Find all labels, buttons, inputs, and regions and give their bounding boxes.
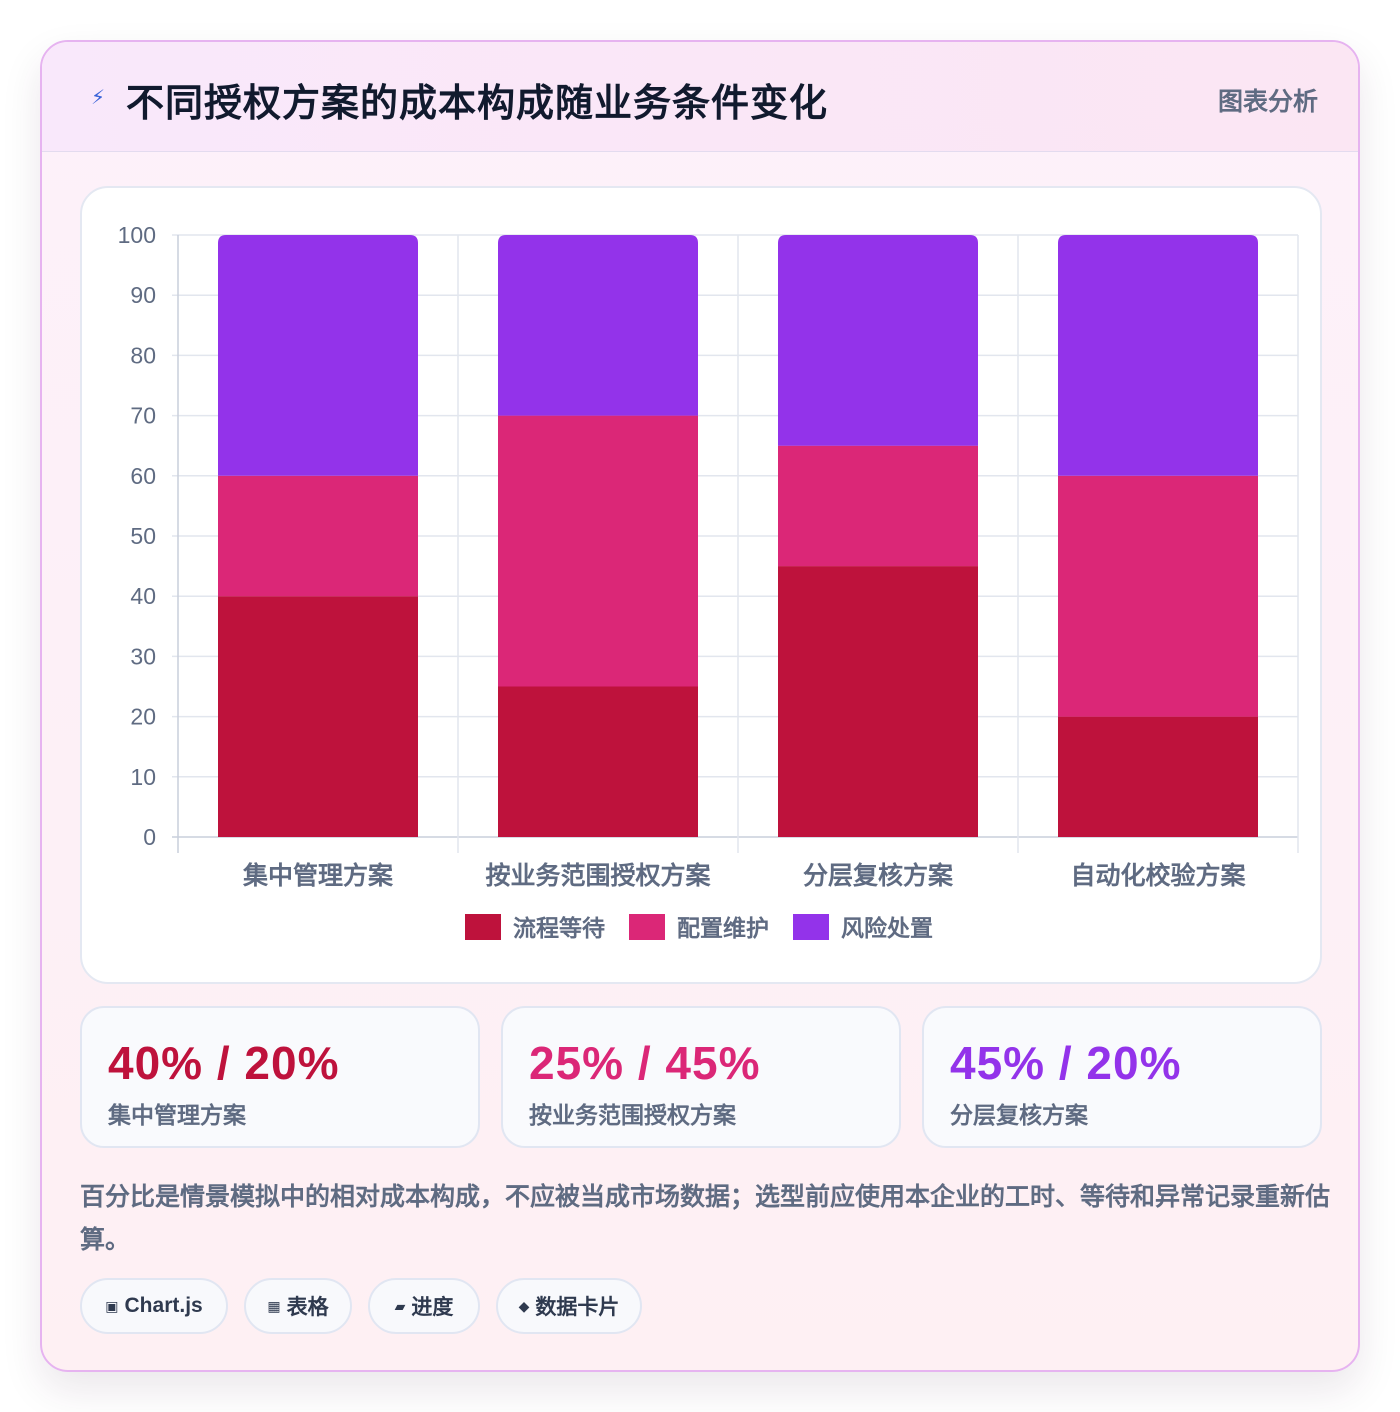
- stat-value: 45% / 20%: [950, 1037, 1182, 1089]
- y-tick-label: 0: [143, 824, 156, 850]
- y-tick-label: 70: [130, 403, 156, 429]
- y-tick-label: 80: [130, 342, 156, 368]
- x-tick-label: 分层复核方案: [803, 861, 954, 890]
- stat-label: 分层复核方案: [950, 1102, 1088, 1128]
- stat-card-layered-review: 45% / 20% 分层复核方案: [922, 1006, 1322, 1148]
- chip-label: Chart.js: [124, 1294, 203, 1317]
- stacked-bar-chart: 0 10 20 30 40 50 60 70 80 90 100 集中管理方案 按业务范围授权方案 分层复…: [118, 222, 1299, 941]
- stat-value: 25% / 45%: [529, 1037, 761, 1089]
- legend-label: 配置维护: [677, 915, 769, 941]
- chip-label: 进度: [411, 1296, 454, 1319]
- progress-icon: ▰: [394, 1297, 406, 1314]
- bar-segment: [498, 235, 698, 416]
- bar-segment: [218, 475, 418, 597]
- y-tick-label: 90: [130, 282, 156, 308]
- legend-swatch: [465, 914, 501, 940]
- stats-row: 40% / 20% 集中管理方案 25% / 45% 按业务范围授权方案 45%…: [80, 1006, 1322, 1148]
- bar-segment: [778, 235, 978, 446]
- y-tick-label: 30: [130, 643, 156, 669]
- card-icon: ◆: [518, 1297, 530, 1314]
- chip-label: 数据卡片: [535, 1296, 620, 1319]
- chip-chartjs[interactable]: ▣ Chart.js: [80, 1278, 228, 1334]
- chart-card: ⚡︎ 不同授权方案的成本构成随业务条件变化 图表分析 0 10 20 30 40 50 60…: [40, 40, 1360, 1372]
- page-title: 不同授权方案的成本构成随业务条件变化: [126, 83, 829, 125]
- x-tick-label: 集中管理方案: [242, 861, 394, 890]
- legend-label: 流程等待: [513, 915, 605, 941]
- disclaimer-note: 百分比是情景模拟中的相对成本构成，不应被当成市场数据；选型前应使用本企业的工时、…: [80, 1183, 1331, 1254]
- stat-value: 40% / 20%: [108, 1037, 340, 1089]
- bar-segment: [1058, 235, 1258, 476]
- chip-progress[interactable]: ▰ 进度: [368, 1278, 480, 1334]
- legend-label: 风险处置: [841, 915, 933, 941]
- bar-segment: [218, 235, 418, 476]
- stat-card-business-scope: 25% / 45% 按业务范围授权方案: [501, 1006, 901, 1148]
- y-tick-label: 50: [130, 523, 156, 549]
- lightning-icon: ⚡︎: [90, 87, 106, 109]
- bar-segment: [498, 415, 698, 687]
- bar-segment: [778, 566, 978, 837]
- y-tick-label: 40: [130, 583, 156, 609]
- chip-table[interactable]: ▦ 表格: [244, 1278, 352, 1334]
- bar-segment: [1058, 475, 1258, 717]
- chart-panel: 0 10 20 30 40 50 60 70 80 90 100 集中管理方案 按业务范围授权方案 分层复…: [80, 186, 1322, 984]
- chip-label: 表格: [286, 1296, 329, 1319]
- card-header: ⚡︎ 不同授权方案的成本构成随业务条件变化 图表分析: [42, 42, 1358, 152]
- legend-swatch: [793, 914, 829, 940]
- x-tick-label: 按业务范围授权方案: [485, 861, 711, 890]
- legend-swatch: [629, 914, 665, 940]
- tag-chips: ▣ Chart.js ▦ 表格 ▰ 进度 ◆ 数据卡片: [80, 1278, 1330, 1334]
- stat-card-centralized: 40% / 20% 集中管理方案: [80, 1006, 480, 1148]
- x-tick-label: 自动化校验方案: [1070, 861, 1246, 890]
- stat-label: 集中管理方案: [108, 1102, 246, 1128]
- bar-segment: [498, 686, 698, 837]
- table-icon: ▦: [267, 1297, 281, 1314]
- bar-segment: [218, 596, 418, 837]
- y-tick-label: 60: [130, 463, 156, 489]
- y-tick-label: 20: [130, 704, 156, 730]
- y-tick-label: 10: [130, 764, 156, 790]
- chart-analysis-tag: 图表分析: [1217, 88, 1318, 116]
- bar-segment: [778, 445, 978, 567]
- stat-label: 按业务范围授权方案: [529, 1102, 736, 1128]
- chip-data-card[interactable]: ◆ 数据卡片: [496, 1278, 642, 1334]
- chart-icon: ▣: [105, 1297, 119, 1314]
- y-tick-label: 100: [118, 222, 156, 248]
- bar-segment: [1058, 716, 1258, 837]
